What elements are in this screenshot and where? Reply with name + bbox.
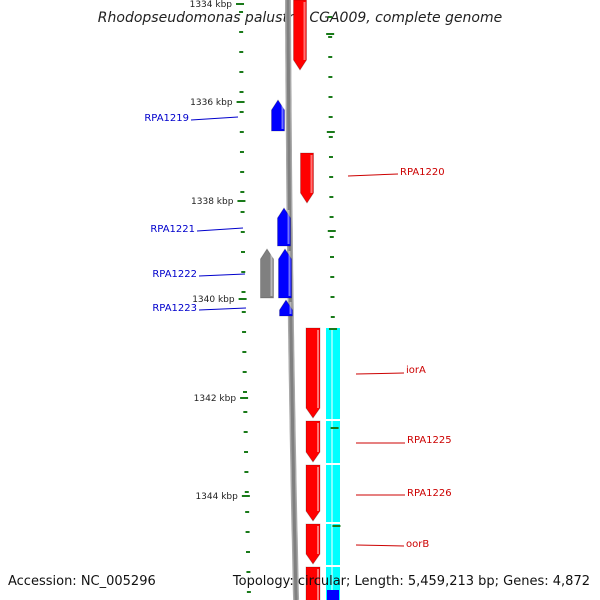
backbone-line — [286, 0, 298, 600]
gene-label-leader — [198, 273, 246, 277]
gene-label-leader — [347, 173, 399, 177]
gene-label-leader — [355, 372, 405, 375]
gene-arrow-8 — [305, 420, 321, 463]
gene-label-rpa1223: RPA1223 — [152, 303, 197, 314]
gene-arrow-0 — [293, 0, 307, 71]
gene-label-leader — [190, 116, 239, 121]
gene-arrow-3 — [277, 207, 291, 247]
gene-label-rpa1220: RPA1220 — [400, 167, 445, 178]
gene-label-leader — [355, 544, 405, 547]
gene-label-leader — [198, 307, 247, 311]
ruler-label: 1334 kbp — [190, 0, 233, 10]
gene-label-rpa1225: RPA1225 — [407, 435, 452, 446]
gene-label-rpa1222: RPA1222 — [152, 269, 197, 280]
ruler-label: 1338 kbp — [191, 197, 234, 207]
genome-summary-text: Topology: circular; Length: 5,459,213 bp… — [232, 574, 590, 589]
gene-label-iora: iorA — [406, 365, 426, 376]
gene-label-rpa1226: RPA1226 — [407, 488, 452, 499]
gene-arrow-5 — [278, 248, 292, 299]
gene-arrow-10 — [305, 523, 321, 565]
ruler-label: 1336 kbp — [190, 98, 233, 108]
cds-track-end — [327, 590, 339, 600]
ruler-label: 1342 kbp — [194, 394, 237, 404]
gene-label-rpa1219: RPA1219 — [144, 113, 189, 124]
ruler-label: 1340 kbp — [192, 295, 235, 305]
accession-text: Accession: NC_005296 — [8, 574, 156, 589]
gene-labels: RPA1219 RPA1220 RPA1221 RPA1222 RPA1223 iorA R… — [144, 113, 451, 550]
gene-arrow-7 — [305, 327, 321, 419]
gene-label-rpa1221: RPA1221 — [150, 224, 195, 235]
genome-backbone — [285, 0, 300, 600]
ruler-label: 1344 kbp — [195, 492, 238, 502]
gene-arrow-2 — [300, 152, 314, 204]
gene-arrow-9 — [305, 464, 321, 522]
gene-arrow-1 — [271, 99, 285, 132]
gene-arrow-6 — [279, 299, 293, 317]
ruler-labels: 1334 kbp 1336 kbp 1338 kbp 1340 kbp 1342 kbp… — [190, 0, 341, 527]
gene-arrow-4 — [260, 248, 274, 299]
feature-arrows — [260, 0, 340, 600]
gene-arrow-11 — [305, 566, 321, 600]
gene-label-oorb: oorB — [406, 539, 429, 550]
gene-label-leader — [196, 227, 244, 232]
